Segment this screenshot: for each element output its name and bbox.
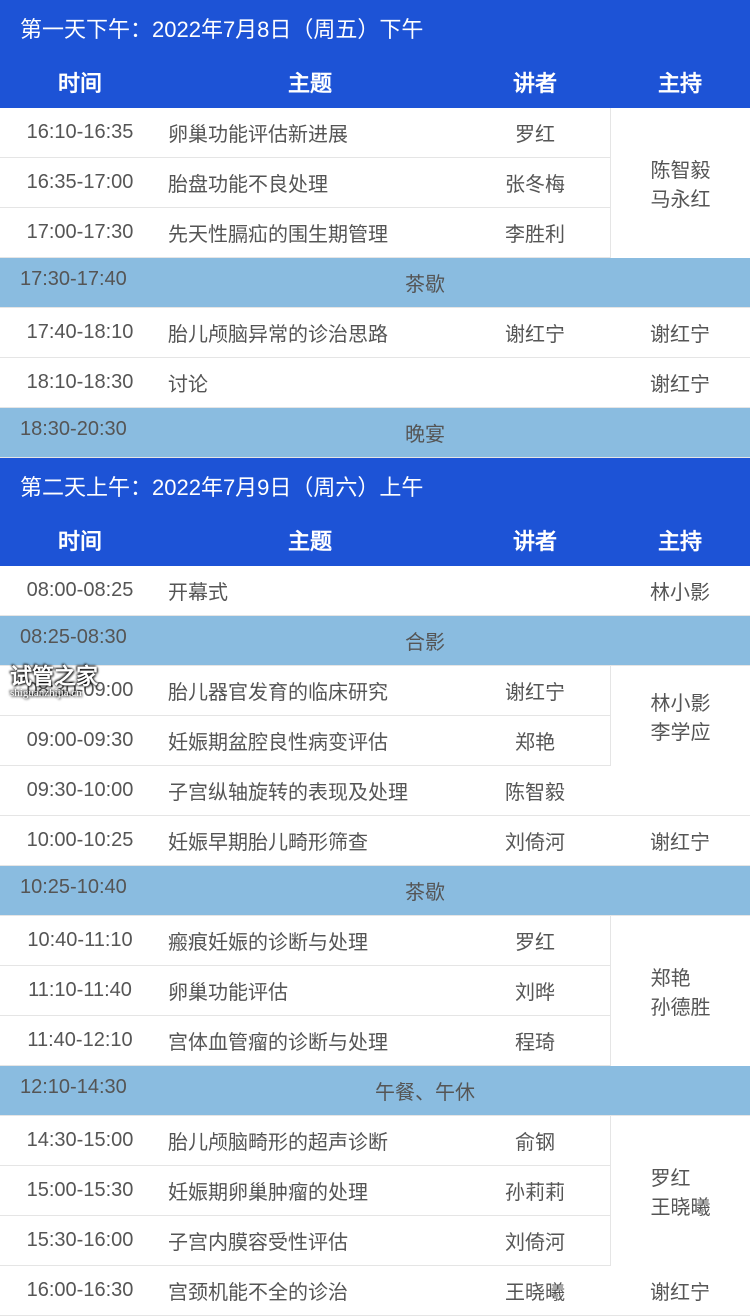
cell-topic: 妊娠早期胎儿畸形筛查 (160, 816, 460, 865)
cell-topic: 妊娠期盆腔良性病变评估 (160, 716, 460, 765)
cell-topic: 讨论 (160, 358, 460, 407)
cell-speaker: 孙莉莉 (460, 1166, 610, 1215)
break-label: 茶歇 (168, 876, 742, 905)
break-time: 12:10-14:30 (8, 1076, 168, 1105)
cell-host: 谢红宁 (610, 816, 750, 865)
cell-speaker: 郑艳 (460, 716, 610, 765)
cell-time: 14:30-15:00 (0, 1116, 160, 1165)
cell-topic: 宫颈机能不全的诊治 (160, 1266, 460, 1315)
cell-time: 10:00-10:25 (0, 816, 160, 865)
cell-time: 08:00-08:25 (0, 566, 160, 615)
cell-host: 林小影 (610, 566, 750, 615)
break-label: 晚宴 (168, 418, 742, 447)
cell-speaker: 程琦 (460, 1016, 610, 1065)
col-time: 时间 (0, 56, 160, 108)
cell-speaker: 李胜利 (460, 208, 610, 257)
session-group: 试管之家shiguanzhijia.cn 08:30-09:00胎儿器官发育的临… (0, 666, 750, 766)
cell-time: 09:00-09:30 (0, 716, 160, 765)
day2-banner: 第二天上午：2022年7月9日（周六）上午 (0, 458, 750, 514)
break-label: 午餐、午休 (168, 1076, 742, 1105)
col-speaker: 讲者 (460, 56, 610, 108)
cell-host (610, 766, 750, 815)
session-group: 10:40-11:10瘢痕妊娠的诊断与处理罗红 11:10-11:40卵巢功能评… (0, 916, 750, 1066)
cell-topic: 卵巢功能评估新进展 (160, 108, 460, 157)
break-row: 18:30-20:30晚宴 (0, 408, 750, 458)
cell-host: 谢红宁 (610, 358, 750, 407)
break-row: 10:25-10:40茶歇 (0, 866, 750, 916)
cell-time: 15:30-16:00 (0, 1216, 160, 1265)
col-topic: 主题 (160, 56, 460, 108)
cell-time: 18:10-18:30 (0, 358, 160, 407)
cell-time: 09:30-10:00 (0, 766, 160, 815)
table-row: 16:00-16:30宫颈机能不全的诊治王晓曦谢红宁 (0, 1266, 750, 1316)
cell-host: 谢红宁 (610, 1266, 750, 1315)
cell-time: 16:35-17:00 (0, 158, 160, 207)
break-row: 12:10-14:30午餐、午休 (0, 1066, 750, 1116)
break-time: 18:30-20:30 (8, 418, 168, 447)
cell-topic: 妊娠期卵巢肿瘤的处理 (160, 1166, 460, 1215)
cell-speaker: 刘倚河 (460, 1216, 610, 1265)
break-row: 17:30-17:40茶歇 (0, 258, 750, 308)
schedule-container: { "colors": { "primary": "#1d53d6", "bre… (0, 0, 750, 1316)
cell-time: 10:40-11:10 (0, 916, 160, 965)
cell-time: 17:40-18:10 (0, 308, 160, 357)
cell-speaker: 王晓曦 (460, 1266, 610, 1315)
break-time: 10:25-10:40 (8, 876, 168, 905)
col-time: 时间 (0, 514, 160, 566)
cell-speaker (460, 566, 610, 615)
cell-topic: 胎盘功能不良处理 (160, 158, 460, 207)
break-time: 17:30-17:40 (8, 268, 168, 297)
cell-speaker: 俞钢 (460, 1116, 610, 1165)
cell-topic: 胎儿颅脑异常的诊治思路 (160, 308, 460, 357)
cell-speaker (460, 358, 610, 407)
cell-topic: 子宫纵轴旋转的表现及处理 (160, 766, 460, 815)
cell-speaker: 谢红宁 (460, 308, 610, 357)
cell-speaker: 罗红 (460, 108, 610, 157)
col-host: 主持 (610, 56, 750, 108)
break-label: 合影 (168, 626, 742, 655)
host-merged: 林小影 李学应 (610, 666, 750, 766)
cell-time: 16:10-16:35 (0, 108, 160, 157)
cell-speaker: 罗红 (460, 916, 610, 965)
break-label: 茶歇 (168, 268, 742, 297)
cell-speaker: 刘晔 (460, 966, 610, 1015)
col-topic: 主题 (160, 514, 460, 566)
cell-time: 11:10-11:40 (0, 966, 160, 1015)
host-merged: 罗红 王晓曦 (610, 1116, 750, 1266)
col-speaker: 讲者 (460, 514, 610, 566)
day2-header: 时间 主题 讲者 主持 (0, 514, 750, 566)
session-group: 14:30-15:00胎儿颅脑畸形的超声诊断俞钢 15:00-15:30妊娠期卵… (0, 1116, 750, 1266)
table-row: 10:00-10:25妊娠早期胎儿畸形筛查刘倚河谢红宁 (0, 816, 750, 866)
cell-topic: 先天性膈疝的围生期管理 (160, 208, 460, 257)
cell-time: 16:00-16:30 (0, 1266, 160, 1315)
cell-topic: 胎儿颅脑畸形的超声诊断 (160, 1116, 460, 1165)
cell-topic: 瘢痕妊娠的诊断与处理 (160, 916, 460, 965)
col-host: 主持 (610, 514, 750, 566)
cell-speaker: 刘倚河 (460, 816, 610, 865)
table-row: 17:40-18:10胎儿颅脑异常的诊治思路谢红宁谢红宁 (0, 308, 750, 358)
cell-topic: 卵巢功能评估 (160, 966, 460, 1015)
cell-topic: 宫体血管瘤的诊断与处理 (160, 1016, 460, 1065)
cell-topic: 胎儿器官发育的临床研究 (160, 666, 460, 715)
table-row: 08:00-08:25开幕式 林小影 (0, 566, 750, 616)
break-row: 08:25-08:30合影 (0, 616, 750, 666)
day1-header: 时间 主题 讲者 主持 (0, 56, 750, 108)
table-row: 09:30-10:00子宫纵轴旋转的表现及处理陈智毅 (0, 766, 750, 816)
watermark: 试管之家shiguanzhijia.cn (10, 666, 98, 699)
table-row: 18:10-18:30讨论 谢红宁 (0, 358, 750, 408)
day1-banner: 第一天下午：2022年7月8日（周五）下午 (0, 0, 750, 56)
cell-speaker: 陈智毅 (460, 766, 610, 815)
host-merged: 郑艳 孙德胜 (610, 916, 750, 1066)
cell-host: 谢红宁 (610, 308, 750, 357)
host-merged: 陈智毅 马永红 (610, 108, 750, 258)
cell-speaker: 谢红宁 (460, 666, 610, 715)
cell-time: 15:00-15:30 (0, 1166, 160, 1215)
break-time: 08:25-08:30 (8, 626, 168, 655)
session-group: 16:10-16:35卵巢功能评估新进展罗红 16:35-17:00胎盘功能不良… (0, 108, 750, 258)
cell-topic: 开幕式 (160, 566, 460, 615)
cell-time: 17:00-17:30 (0, 208, 160, 257)
cell-topic: 子宫内膜容受性评估 (160, 1216, 460, 1265)
cell-speaker: 张冬梅 (460, 158, 610, 207)
cell-time: 11:40-12:10 (0, 1016, 160, 1065)
